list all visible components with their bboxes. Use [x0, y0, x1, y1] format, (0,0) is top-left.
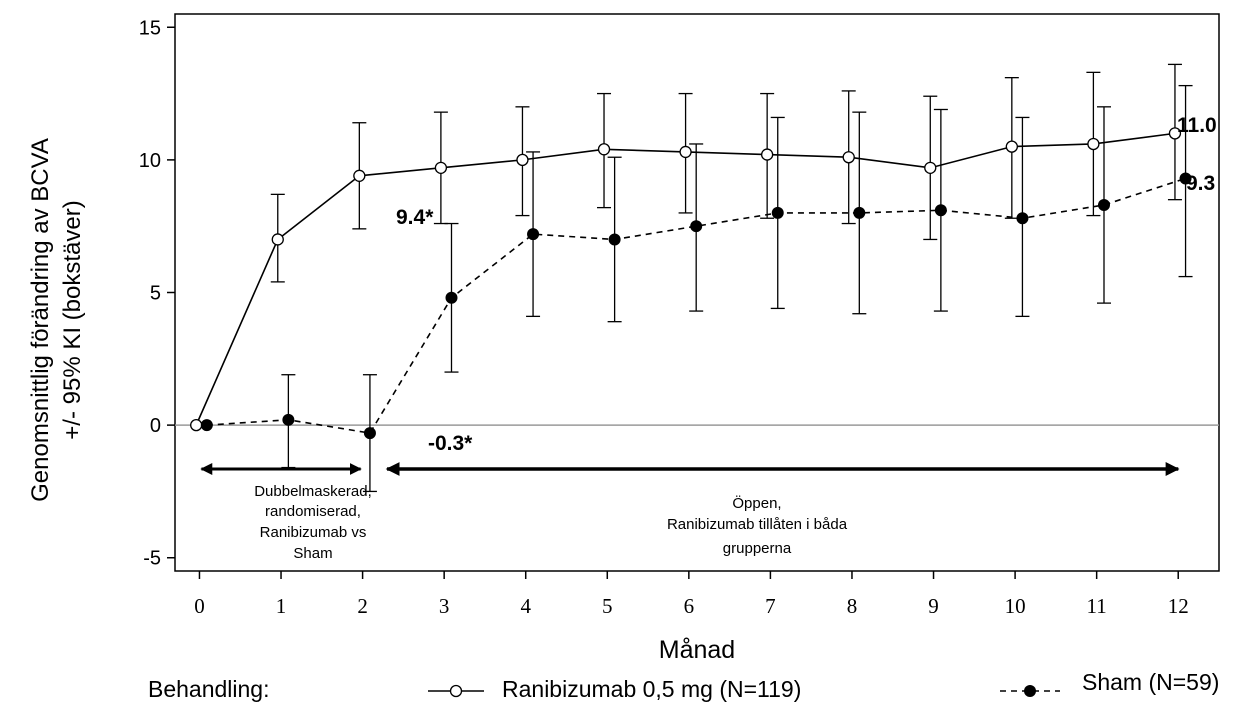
data-point-sham	[200, 419, 213, 432]
data-point-sham	[934, 204, 947, 217]
data-point-ranibizumab	[1005, 140, 1018, 153]
x-tick-label: 12	[1168, 594, 1189, 618]
annotation-month2-sham: -0.3*	[428, 432, 473, 455]
x-tick-label: 8	[847, 594, 858, 618]
data-point-ranibizumab	[597, 143, 611, 156]
x-tick-label: 5	[602, 594, 613, 618]
data-point-sham	[853, 206, 866, 219]
data-point-ranibizumab	[760, 148, 774, 161]
legend-label-sham: Sham (N=59)	[1082, 669, 1219, 695]
x-tick-label: 4	[520, 594, 531, 618]
legend: Behandling: Ranibizumab 0,5 mg (N=119) S…	[148, 669, 1219, 702]
phase1-label-line-4: Sham	[293, 545, 332, 562]
data-point-ranibizumab	[353, 169, 366, 182]
error-bars	[270, 63, 1193, 493]
legend-title: Behandling:	[148, 676, 270, 702]
data-point-sham	[1097, 198, 1110, 211]
annotation-month2-rani: 9.4*	[396, 206, 434, 229]
series-lines	[195, 132, 1186, 434]
data-point-sham	[1179, 172, 1192, 185]
data-point-sham	[608, 233, 621, 246]
phase2-label: Öppen, Ranibizumab tillåten i båda grupp…	[667, 494, 848, 557]
phase2-label-line-3: grupperna	[723, 540, 792, 557]
y-axis-title-line-2: +/- 95% KI (bokstäver)	[59, 200, 86, 439]
data-points	[190, 127, 1192, 440]
x-tick-label: 9	[928, 594, 939, 618]
phase1-label-line-2: randomiserad,	[265, 503, 361, 520]
phase2-label-line-1: Öppen,	[732, 494, 781, 512]
legend-marker-sham	[1024, 685, 1036, 697]
x-tick-label: 3	[439, 594, 450, 618]
y-axis-title-line-1: Genomsnittlig förändring av BCVA	[27, 138, 54, 502]
data-point-ranibizumab	[842, 151, 855, 164]
y-axis-title: Genomsnittlig förändring av BCVA +/- 95%…	[27, 138, 86, 502]
data-point-sham	[1016, 212, 1029, 225]
x-tick-label: 6	[684, 594, 695, 618]
x-tick-label: 11	[1087, 594, 1107, 618]
x-tick-label: 2	[357, 594, 368, 618]
phase1-label-line-3: Ranibizumab vs	[260, 524, 367, 541]
y-tick-label: -5	[143, 548, 161, 570]
x-axis-ticks: 0 1 2 3 4 5 6 7 8 9 10 11 12	[194, 571, 1189, 618]
legend-marker-ranibizumab	[449, 684, 463, 698]
data-point-ranibizumab	[679, 145, 692, 159]
x-tick-label: 0	[194, 594, 205, 618]
y-tick-label: 0	[150, 415, 161, 437]
data-point-sham	[690, 220, 703, 233]
data-point-ranibizumab	[190, 418, 203, 432]
data-point-ranibizumab	[1087, 137, 1100, 151]
data-point-ranibizumab	[516, 153, 529, 167]
phase1-label-line-1: Dubbelmaskerad,	[254, 483, 372, 500]
data-point-ranibizumab	[271, 233, 284, 246]
x-tick-label: 10	[1005, 594, 1026, 618]
legend-item-sham: Sham (N=59)	[1000, 669, 1219, 697]
y-tick-label: 15	[139, 17, 161, 39]
data-point-ranibizumab	[434, 161, 448, 174]
data-point-sham	[445, 291, 458, 304]
data-point-sham	[363, 427, 376, 440]
data-point-ranibizumab	[924, 161, 937, 174]
legend-label-ranibizumab: Ranibizumab 0,5 mg (N=119)	[502, 676, 801, 702]
data-point-sham	[282, 413, 295, 426]
legend-item-ranibizumab: Ranibizumab 0,5 mg (N=119)	[428, 676, 801, 702]
phase1-label: Dubbelmaskerad, randomiserad, Ranibizuma…	[254, 483, 372, 562]
phase2-label-line-2: Ranibizumab tillåten i båda	[667, 516, 848, 533]
y-tick-label: 10	[139, 150, 161, 172]
x-tick-label: 7	[765, 594, 776, 618]
x-tick-label: 1	[276, 594, 287, 618]
data-point-sham	[771, 206, 784, 219]
data-point-sham	[527, 228, 540, 241]
y-tick-label: 5	[150, 283, 161, 305]
annotation-sham-end: 9.3	[1186, 172, 1215, 195]
data-point-ranibizumab	[1168, 127, 1182, 140]
x-axis-title: Månad	[659, 636, 735, 664]
y-axis-ticks: 15 10 5 0 -5	[139, 17, 175, 570]
annotation-rani-end: 11.0	[1177, 114, 1217, 137]
